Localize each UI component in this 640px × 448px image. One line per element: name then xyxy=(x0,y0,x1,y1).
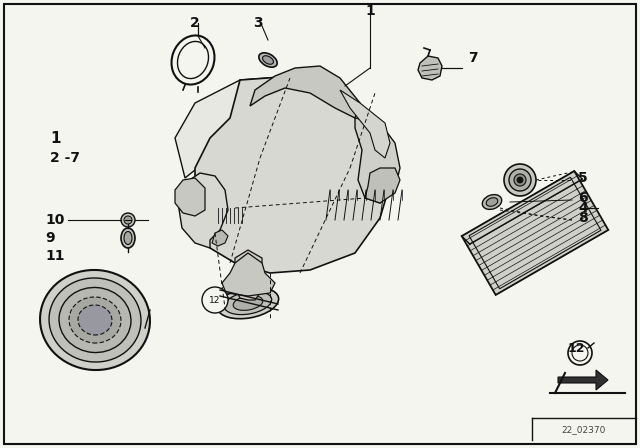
Ellipse shape xyxy=(49,278,141,362)
Ellipse shape xyxy=(40,270,150,370)
Circle shape xyxy=(514,174,526,186)
Polygon shape xyxy=(340,90,390,158)
Ellipse shape xyxy=(69,297,121,343)
Text: 11: 11 xyxy=(45,249,65,263)
Text: 3: 3 xyxy=(253,16,263,30)
Ellipse shape xyxy=(121,228,135,248)
Polygon shape xyxy=(178,173,228,248)
Ellipse shape xyxy=(233,296,263,310)
Ellipse shape xyxy=(59,288,131,353)
Ellipse shape xyxy=(568,341,592,365)
Polygon shape xyxy=(195,76,395,273)
Circle shape xyxy=(509,169,531,191)
Ellipse shape xyxy=(483,194,502,209)
Circle shape xyxy=(202,287,228,313)
Ellipse shape xyxy=(124,232,132,245)
Polygon shape xyxy=(250,66,360,118)
Ellipse shape xyxy=(172,35,214,85)
Text: 2: 2 xyxy=(190,16,200,30)
Ellipse shape xyxy=(78,305,112,335)
Text: 8: 8 xyxy=(578,211,588,225)
Circle shape xyxy=(504,164,536,196)
Text: 7: 7 xyxy=(468,51,477,65)
Text: 1: 1 xyxy=(365,4,375,18)
Ellipse shape xyxy=(572,345,588,361)
Ellipse shape xyxy=(259,53,277,67)
Polygon shape xyxy=(222,253,275,296)
Polygon shape xyxy=(355,118,400,203)
Polygon shape xyxy=(558,370,608,390)
Polygon shape xyxy=(175,178,205,216)
Text: 5: 5 xyxy=(578,171,588,185)
Text: 4: 4 xyxy=(578,201,588,215)
Circle shape xyxy=(121,213,135,227)
Ellipse shape xyxy=(177,41,209,78)
Ellipse shape xyxy=(262,56,273,64)
Polygon shape xyxy=(365,168,400,203)
Circle shape xyxy=(517,177,523,183)
Polygon shape xyxy=(461,171,608,295)
Text: 9: 9 xyxy=(45,231,54,245)
Text: 6: 6 xyxy=(578,191,588,205)
Polygon shape xyxy=(418,56,442,80)
Ellipse shape xyxy=(486,198,498,206)
Polygon shape xyxy=(235,250,262,300)
Ellipse shape xyxy=(224,291,272,314)
Ellipse shape xyxy=(218,287,278,319)
Text: 1: 1 xyxy=(50,130,61,146)
Text: 10: 10 xyxy=(45,213,65,227)
Polygon shape xyxy=(175,76,315,178)
Text: 12: 12 xyxy=(209,296,221,305)
Circle shape xyxy=(124,216,132,224)
Text: 12: 12 xyxy=(568,341,586,354)
Text: 2 -7: 2 -7 xyxy=(50,151,80,165)
Text: 22_02370: 22_02370 xyxy=(562,426,606,435)
Polygon shape xyxy=(212,230,228,246)
